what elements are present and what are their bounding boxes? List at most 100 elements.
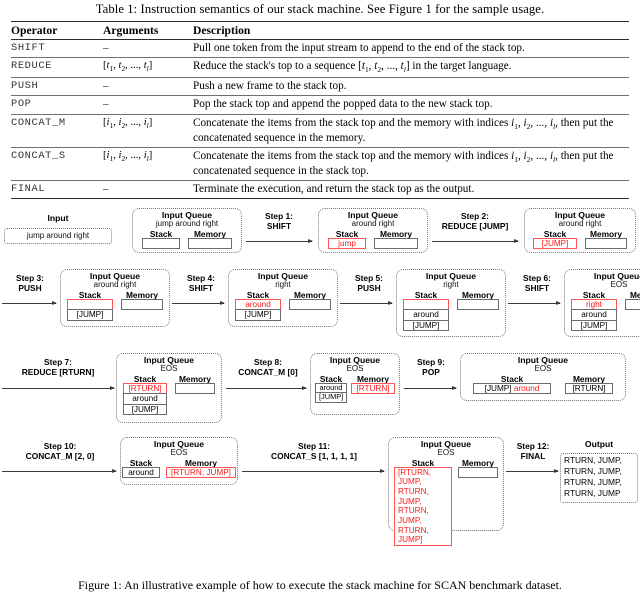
queue-value: jump around right xyxy=(155,219,219,229)
memory-label: Memory xyxy=(589,228,623,239)
step-label-6: Step 6: SHIFT xyxy=(512,273,562,294)
stack-frames: around [JUMP] xyxy=(403,298,449,331)
memory-cell xyxy=(175,382,215,395)
step-label-7: Step 7: REDUCE [RTURN] xyxy=(2,357,114,378)
stack-column: Stack [JUMP] xyxy=(533,228,577,250)
table-row: CONCAT_S [i1, i2, ..., il] Concatenate t… xyxy=(11,146,629,181)
step-line-1: Step 1: xyxy=(265,211,293,222)
output-line: RTURN, JUMP, xyxy=(564,466,622,477)
stack-cell: [JUMP] xyxy=(403,319,449,331)
stack-label: Stack xyxy=(411,457,435,468)
step-label-12: Step 12: FINAL xyxy=(508,441,558,462)
memory-column: Memory xyxy=(585,228,627,250)
input-queue-label: Input Queue xyxy=(425,271,477,282)
cell-operator: SHIFT xyxy=(11,38,103,58)
memory-cell xyxy=(458,466,498,479)
step-line-2: PUSH xyxy=(357,283,381,294)
step-line-2: REDUCE [RTURN] xyxy=(21,367,95,378)
queue-value: EOS xyxy=(170,448,188,458)
stack-cell xyxy=(142,237,180,250)
cell-operator: FINAL xyxy=(11,179,103,199)
stack-column: Stack around [JUMP] xyxy=(235,290,281,321)
state-box-s1: Input Queue around right Stack jump Memo… xyxy=(318,208,428,254)
memory-label: Memory xyxy=(379,228,413,239)
step-line-1: Step 11: xyxy=(297,441,331,452)
stack-label: Stack xyxy=(149,228,173,239)
cell-description: Pull one token from the input stream to … xyxy=(193,38,629,58)
step-line-2: CONCAT_S [1, 1, 1, 1] xyxy=(271,451,357,462)
input-queue-label: Input Queue xyxy=(89,271,141,282)
state-box-s8: Input Queue EOS Stack around [JUMP] Memo… xyxy=(310,353,400,416)
memory-cell xyxy=(585,237,627,250)
cell-description: Pop the stack top and append the popped … xyxy=(193,95,629,115)
stack-label: Stack xyxy=(582,289,606,300)
stack-label: Stack xyxy=(543,228,567,239)
stack-cell: around xyxy=(122,466,160,479)
table-row: REDUCE [t1, t2, ..., tl] Reduce the stac… xyxy=(11,57,629,78)
output-label: Output xyxy=(584,439,614,450)
cell-description: Reduce the stack's top to a sequence [t1… xyxy=(193,57,629,78)
memory-label: Memory xyxy=(356,373,390,384)
input-queue-label: Input Queue xyxy=(153,439,205,450)
step-label-4: Step 4: SHIFT xyxy=(176,273,226,294)
queue-value: EOS xyxy=(437,448,455,458)
step-line-2: PUSH xyxy=(18,283,42,294)
cell-arguments: – xyxy=(103,77,193,96)
cell-operator: CONCAT_S xyxy=(11,146,103,181)
memory-column: Memory [RTURN, JUMP] xyxy=(166,458,236,479)
stack-column: Stack [RTURN] around [JUMP] xyxy=(123,373,167,415)
cell-description: Concatenate the items from the stack top… xyxy=(193,146,629,181)
table-bottom-rule xyxy=(11,198,629,200)
cell-arguments: – xyxy=(103,179,193,199)
state-box-s4: Input Queue right Stack around [JUMP] Me… xyxy=(228,269,338,328)
memory-column: Memory xyxy=(188,229,232,250)
cell-arguments: – xyxy=(103,38,193,58)
cell-arguments: [i1, i2, ..., il] xyxy=(103,113,193,148)
step-line-2: SHIFT xyxy=(266,221,292,232)
arrow-step-5 xyxy=(340,301,393,306)
state-box-s6: Input Queue EOS Stack right around [JUMP… xyxy=(564,269,640,338)
stack-label: Stack xyxy=(133,373,157,384)
step-line-1: Step 8: xyxy=(254,357,282,368)
step-line-1: Step 5: xyxy=(355,273,383,284)
memory-column: Memory xyxy=(458,458,498,479)
stack-cell: [JUMP] xyxy=(571,319,617,331)
output-line: RTURN, JUMP, xyxy=(564,477,622,488)
step-label-1: Step 1: SHIFT xyxy=(246,211,312,232)
step-line-1: Step 7: xyxy=(44,357,72,368)
step-line-1: Step 4: xyxy=(187,273,215,284)
stack-label: Stack xyxy=(335,228,359,239)
memory-label: Memory xyxy=(125,289,159,300)
stack-cell-highlight: around xyxy=(513,383,540,393)
memory-cell xyxy=(457,298,499,311)
stack-column: Stack around [JUMP] xyxy=(403,290,449,331)
description-pre: Reduce the stack's top to a sequence [ xyxy=(193,60,362,73)
stack-column: Stack right around [JUMP] xyxy=(571,289,617,331)
step-line-2: CONCAT_M [0] xyxy=(238,367,298,378)
queue-value: around right xyxy=(93,280,137,290)
step-line-1: Step 3: xyxy=(16,273,44,284)
cell-description: Terminate the execution, and return the … xyxy=(193,179,629,199)
state-box-s0: Input Queue jump around right Stack Memo… xyxy=(132,208,242,254)
arrow-step-10 xyxy=(2,469,117,474)
description-post: ] in the target language. xyxy=(405,60,512,73)
dash-glyph: – xyxy=(103,183,109,195)
memory-cell: [RTURN] xyxy=(565,382,613,395)
queue-value: around right xyxy=(558,219,602,229)
stack-cell: [RTURN, JUMP, RTURN, JUMP, RTURN, JUMP, … xyxy=(394,466,452,547)
step-line-2: POP xyxy=(422,367,440,378)
instruction-semantics-table: Operator Arguments Description SHIFT – P… xyxy=(11,21,629,200)
step-label-2: Step 2: REDUCE [JUMP] xyxy=(430,211,520,232)
arrow-step-9 xyxy=(404,386,457,391)
step-label-8: Step 8: CONCAT_M [0] xyxy=(228,357,308,378)
stack-column: Stack [JUMP] xyxy=(67,290,113,321)
cell-description: Concatenate the items from the stack top… xyxy=(193,113,629,148)
state-box-s11: Input Queue EOS Stack [RTURN, JUMP, RTUR… xyxy=(388,437,504,547)
memory-cell xyxy=(289,298,331,311)
step-line-1: Step 12: xyxy=(516,441,550,452)
queue-value: EOS xyxy=(160,364,178,374)
stack-column: Stack xyxy=(142,228,180,250)
memory-column: Memory xyxy=(121,289,163,311)
memory-cell xyxy=(121,298,163,311)
stack-frames xyxy=(142,237,180,250)
